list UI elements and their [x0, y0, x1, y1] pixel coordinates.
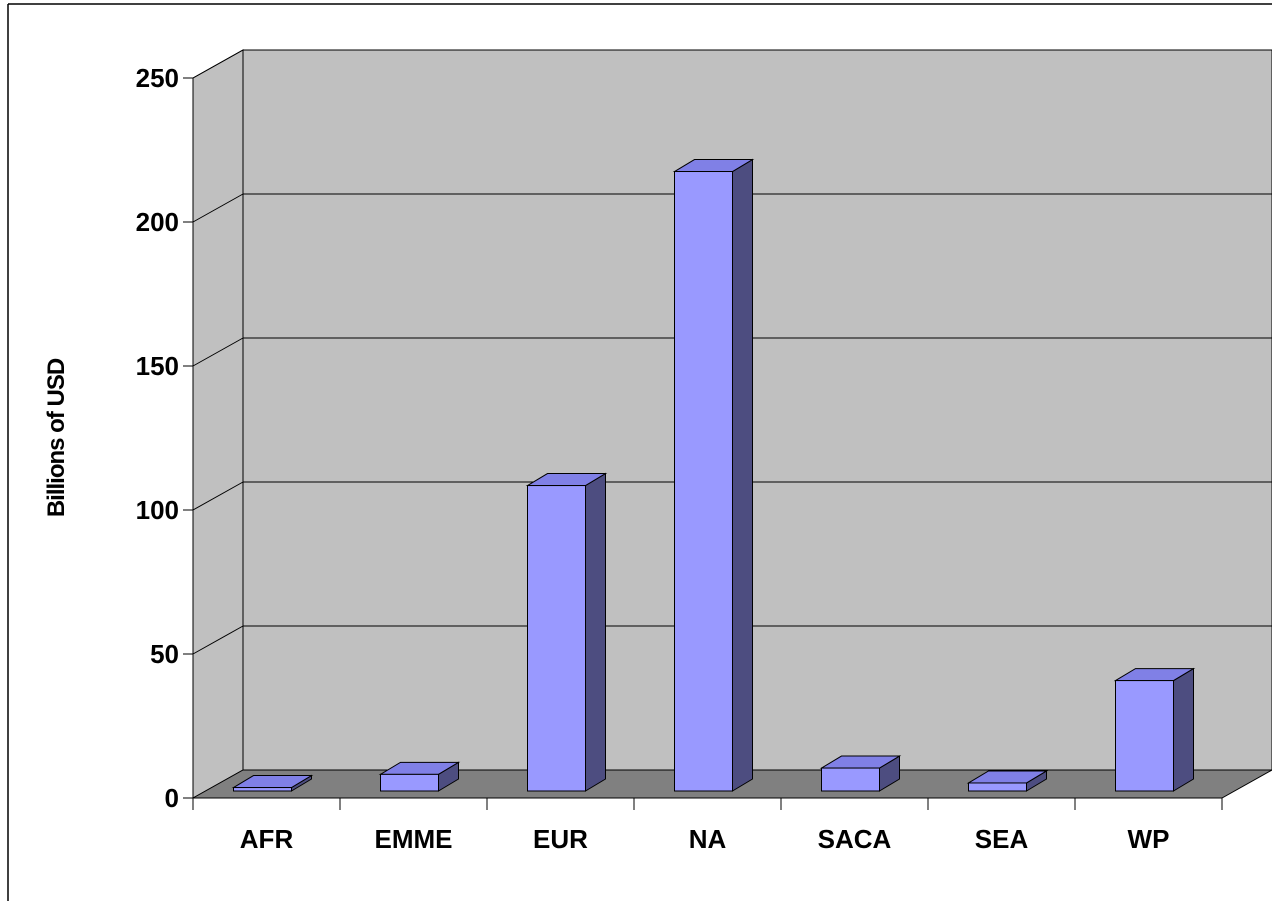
y-axis: 0 50 100 150 200 250 [136, 63, 194, 813]
gridline [192, 337, 244, 367]
bar-front [674, 171, 733, 792]
gridlines [192, 49, 1272, 655]
x-tick-label: WP [1128, 824, 1170, 854]
bar-saca [819, 755, 902, 792]
x-tick-label: EUR [533, 824, 588, 854]
bar-wp [1113, 667, 1196, 792]
bar-sea [966, 770, 1049, 792]
y-tick-label: 200 [136, 207, 179, 237]
bar-afr [231, 774, 314, 792]
bar-front [1115, 680, 1174, 792]
y-tick-label: 150 [136, 351, 179, 381]
y-tick-label: 250 [136, 63, 179, 93]
y-tick-label: 50 [150, 639, 179, 669]
bar-side [732, 158, 753, 792]
y-tick-label: 100 [136, 495, 179, 525]
gridline [192, 49, 244, 79]
x-tick-label: AFR [240, 824, 294, 854]
x-tick-label: SACA [818, 824, 892, 854]
x-tick-label: EMME [375, 824, 453, 854]
x-tick-label: SEA [975, 824, 1029, 854]
gridline [192, 193, 244, 223]
y-tick-label: 0 [165, 783, 179, 813]
bar-side [585, 472, 606, 792]
y-axis-title: Billions of USD [43, 358, 70, 517]
gridline [192, 625, 244, 655]
bar-front [968, 782, 1027, 792]
bar-emme [378, 761, 461, 792]
bar-front [821, 767, 880, 792]
bar-side [1173, 667, 1194, 792]
bar-eur [525, 472, 608, 792]
x-axis: AFR EMME EUR NA SACA SEA WP [192, 797, 1223, 854]
back-wall [242, 49, 1272, 771]
bar-front [527, 485, 586, 792]
bar-front [233, 787, 292, 792]
gridline [192, 481, 244, 511]
bar-na [672, 158, 755, 792]
side-wall [192, 49, 244, 799]
bar-front [380, 773, 439, 792]
x-tick-label: NA [689, 824, 727, 854]
bars [231, 158, 1196, 792]
